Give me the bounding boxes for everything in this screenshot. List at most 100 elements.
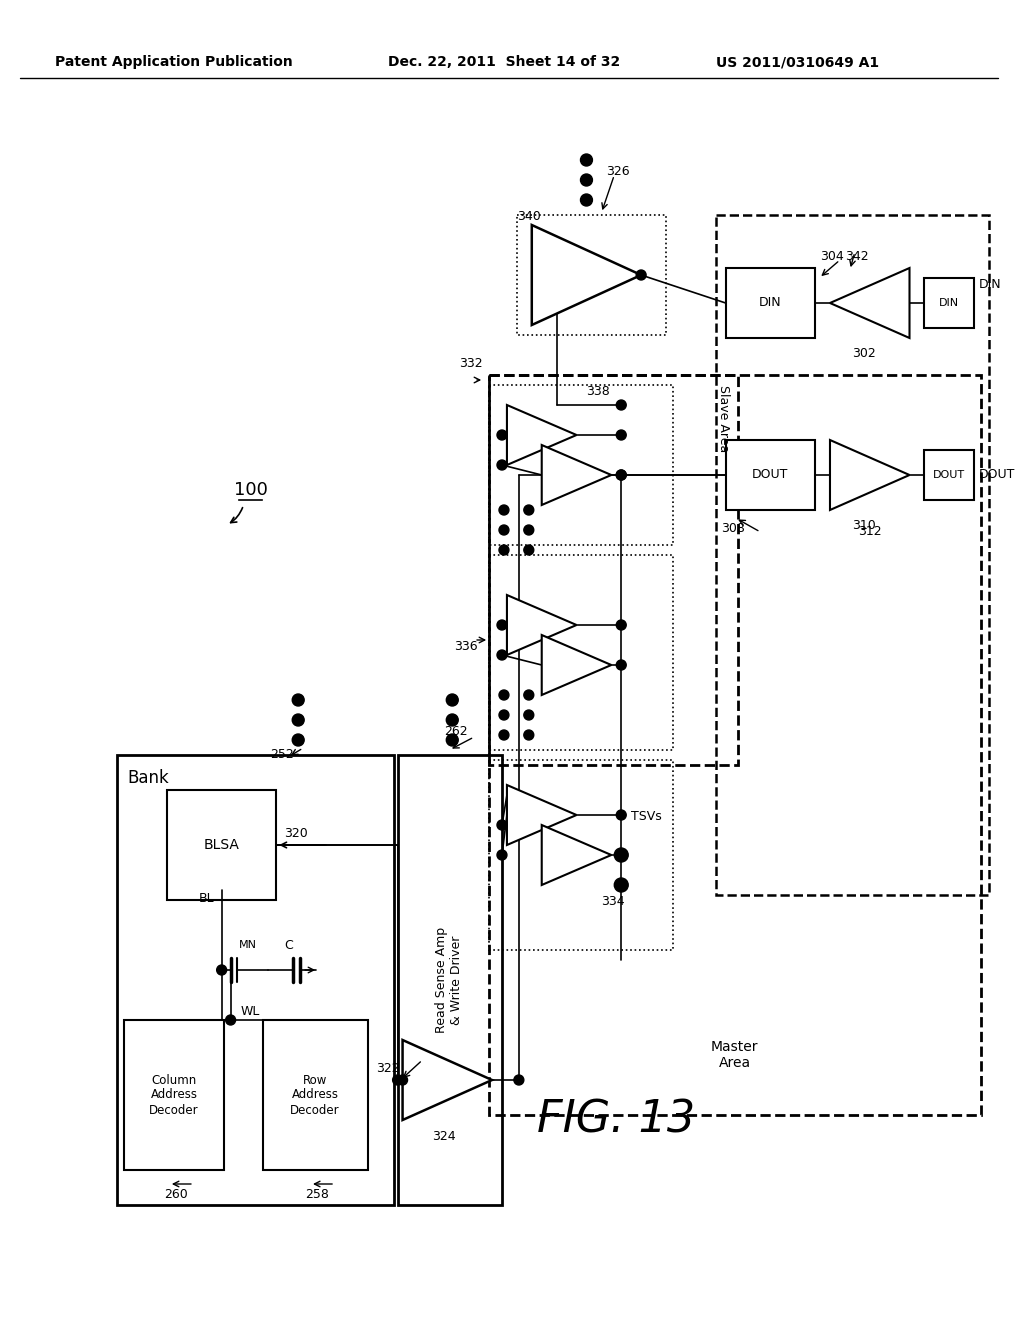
Circle shape — [499, 730, 509, 741]
Bar — [489, 375, 737, 766]
Bar — [263, 1020, 368, 1170]
Text: MN: MN — [239, 940, 257, 950]
Text: DOUT: DOUT — [753, 469, 788, 482]
Text: 310: 310 — [852, 519, 876, 532]
Circle shape — [497, 649, 507, 660]
Circle shape — [616, 810, 627, 820]
Polygon shape — [507, 595, 577, 655]
Circle shape — [497, 620, 507, 630]
Circle shape — [581, 194, 593, 206]
Circle shape — [497, 820, 507, 830]
Text: 262: 262 — [444, 725, 468, 738]
Text: 100: 100 — [233, 480, 267, 499]
Text: US 2011/0310649 A1: US 2011/0310649 A1 — [716, 55, 879, 69]
Circle shape — [497, 850, 507, 861]
Text: DIN: DIN — [939, 298, 959, 308]
Circle shape — [292, 694, 304, 706]
Circle shape — [446, 694, 458, 706]
Circle shape — [616, 660, 627, 671]
Text: 338: 338 — [587, 385, 610, 399]
Text: FIG. 13: FIG. 13 — [538, 1098, 695, 1142]
Text: 324: 324 — [432, 1130, 456, 1143]
Text: 332: 332 — [459, 356, 483, 370]
Circle shape — [524, 506, 534, 515]
Circle shape — [397, 1074, 408, 1085]
Text: 326: 326 — [606, 165, 630, 178]
Polygon shape — [507, 405, 577, 465]
Text: Read Sense Amp
& Write Driver: Read Sense Amp & Write Driver — [435, 927, 463, 1034]
Circle shape — [499, 690, 509, 700]
Circle shape — [514, 1074, 524, 1085]
Circle shape — [499, 545, 509, 554]
Text: Slave Area: Slave Area — [717, 385, 729, 453]
Text: 312: 312 — [858, 525, 882, 539]
Circle shape — [446, 714, 458, 726]
Circle shape — [524, 710, 534, 719]
Text: 322: 322 — [376, 1063, 399, 1074]
Polygon shape — [542, 445, 611, 506]
Circle shape — [524, 690, 534, 700]
Text: 304: 304 — [820, 249, 844, 263]
Circle shape — [497, 459, 507, 470]
Text: 260: 260 — [164, 1188, 187, 1201]
Text: DOUT: DOUT — [933, 470, 966, 480]
Text: Row
Address
Decoder: Row Address Decoder — [290, 1073, 340, 1117]
Text: Column
Address
Decoder: Column Address Decoder — [150, 1073, 199, 1117]
Text: WL: WL — [241, 1005, 260, 1018]
Bar — [489, 385, 673, 545]
Text: 340: 340 — [517, 210, 541, 223]
Circle shape — [499, 506, 509, 515]
Text: BL: BL — [199, 892, 214, 906]
Bar — [716, 215, 989, 895]
Polygon shape — [542, 825, 611, 884]
Polygon shape — [402, 1040, 492, 1119]
Bar — [124, 1020, 223, 1170]
Text: DIN: DIN — [759, 297, 781, 309]
Circle shape — [217, 965, 226, 975]
Text: C: C — [284, 939, 293, 952]
Bar — [517, 215, 666, 335]
Polygon shape — [830, 440, 909, 510]
Circle shape — [616, 400, 627, 411]
Text: Patent Application Publication: Patent Application Publication — [54, 55, 293, 69]
Text: TSVs: TSVs — [631, 810, 662, 822]
Circle shape — [446, 734, 458, 746]
Circle shape — [497, 430, 507, 440]
Circle shape — [614, 878, 628, 892]
Text: Dec. 22, 2011  Sheet 14 of 32: Dec. 22, 2011 Sheet 14 of 32 — [388, 55, 620, 69]
Circle shape — [616, 850, 627, 861]
Bar — [118, 755, 393, 1205]
Bar — [925, 450, 974, 500]
Circle shape — [581, 154, 593, 166]
Bar — [489, 554, 673, 750]
Polygon shape — [507, 785, 577, 845]
Circle shape — [499, 710, 509, 719]
Text: 308: 308 — [721, 521, 744, 535]
Circle shape — [524, 525, 534, 535]
Bar — [925, 279, 974, 327]
Text: BLSA: BLSA — [204, 838, 240, 851]
Text: 342: 342 — [845, 249, 868, 263]
Text: 320: 320 — [285, 828, 308, 840]
Circle shape — [616, 430, 627, 440]
Circle shape — [524, 730, 534, 741]
Circle shape — [499, 525, 509, 535]
Bar — [726, 268, 815, 338]
Circle shape — [616, 620, 627, 630]
Bar — [397, 755, 502, 1205]
Polygon shape — [830, 268, 909, 338]
Text: 302: 302 — [852, 347, 876, 360]
Circle shape — [292, 714, 304, 726]
Circle shape — [225, 1015, 236, 1026]
Text: 252: 252 — [270, 748, 294, 762]
Text: 258: 258 — [305, 1188, 329, 1201]
Bar — [489, 375, 981, 1115]
Circle shape — [392, 1074, 402, 1085]
Text: Bank: Bank — [127, 770, 169, 787]
Bar — [489, 760, 673, 950]
Bar — [726, 440, 815, 510]
Text: DOUT: DOUT — [979, 469, 1016, 482]
Circle shape — [292, 734, 304, 746]
Polygon shape — [542, 635, 611, 696]
Circle shape — [524, 545, 534, 554]
